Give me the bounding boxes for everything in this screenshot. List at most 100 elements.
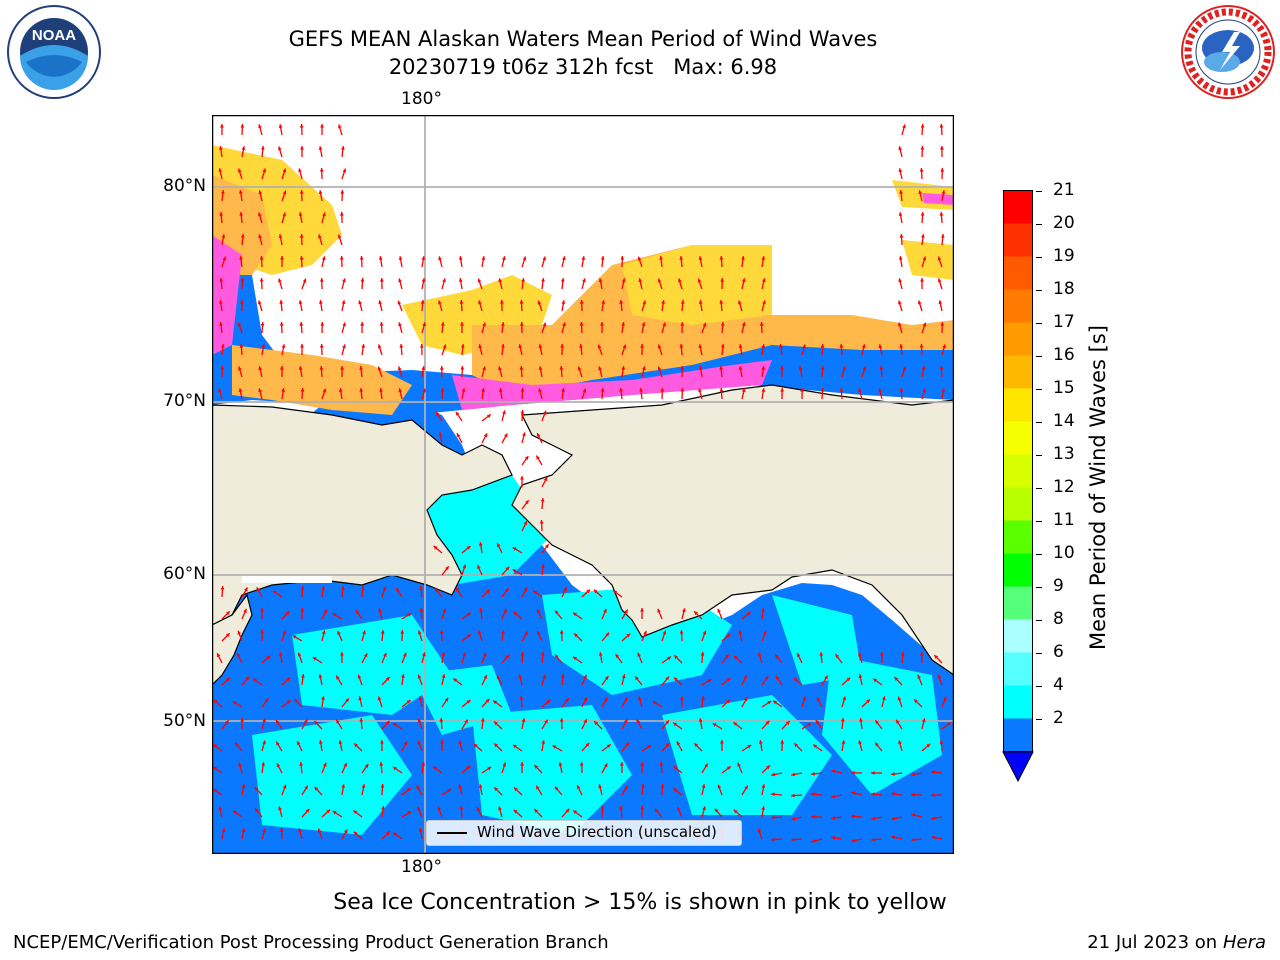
wind-arrow-head — [282, 168, 287, 173]
wind-arrow-head — [320, 322, 325, 326]
wind-arrow-head — [638, 278, 643, 283]
wind-arrow-head — [321, 630, 326, 635]
wind-arrow-head — [737, 762, 741, 767]
wind-arrow-head — [733, 809, 738, 814]
wind-arrow-head — [533, 590, 538, 595]
wind-arrow-head — [494, 721, 498, 726]
wind-arrow-head — [679, 630, 684, 634]
wind-arrow-head — [433, 545, 438, 550]
wind-arrow-head — [902, 124, 906, 129]
wind-arrow-head — [244, 587, 248, 592]
wind-arrow-head — [820, 388, 825, 392]
wind-arrow-head — [939, 740, 944, 744]
wind-arrow-head — [378, 256, 383, 260]
wind-arrow-head — [680, 300, 685, 304]
mask-strip — [242, 575, 332, 583]
colorbar-extend-triangle — [1002, 751, 1034, 783]
wind-arrow-head — [638, 696, 642, 701]
wind-arrow-head — [318, 674, 323, 678]
wind-arrow-head — [540, 498, 545, 502]
wind-arrow-head — [665, 720, 669, 725]
wind-arrow-head — [377, 366, 382, 371]
wind-arrow-head — [353, 831, 358, 836]
wind-arrow-head — [807, 723, 812, 727]
wind-arrow-head — [519, 322, 524, 326]
wind-arrow-head — [597, 344, 602, 349]
wind-arrow-head — [298, 212, 303, 216]
wind-arrow-head — [862, 366, 867, 371]
wind-arrow-head — [341, 586, 345, 590]
wind-arrow-head — [436, 411, 440, 416]
wind-arrow-head — [455, 411, 460, 416]
wind-arrow-head — [537, 609, 541, 614]
wind-arrow-head — [771, 837, 775, 842]
wind-arrow-head — [220, 124, 224, 128]
wind-arrow-head — [793, 677, 798, 682]
wind-arrow-head — [820, 366, 825, 370]
wind-arrow-head — [482, 322, 486, 327]
wind-arrow-head — [485, 698, 490, 703]
wind-arrow-head — [320, 124, 324, 128]
wind-arrow-head — [500, 300, 504, 304]
wind-arrow-head — [278, 124, 283, 128]
wind-arrow-head — [743, 697, 748, 702]
wind-arrow-head — [921, 718, 926, 723]
wind-arrow-head — [733, 655, 738, 660]
wind-arrow-head — [498, 278, 503, 283]
wind-arrow-head — [798, 366, 803, 370]
wind-arrow-head — [407, 811, 412, 815]
wind-arrow-head — [466, 765, 471, 770]
wind-arrow-head — [919, 652, 924, 656]
wind-arrow-head — [541, 740, 546, 744]
wind-arrow-head — [873, 678, 878, 683]
wind-arrow-head — [946, 722, 951, 726]
wind-arrow-head — [380, 784, 385, 788]
colorbar-tick-mark — [1036, 718, 1042, 720]
ocean-cyan-patches — [252, 475, 942, 835]
colorbar-cell — [1003, 289, 1033, 323]
wind-arrow-head — [542, 410, 547, 415]
wind-arrow-head — [422, 322, 426, 327]
footer-org: NCEP/EMC/Verification Post Processing Pr… — [13, 932, 609, 953]
wind-arrow-head — [573, 656, 577, 661]
wind-arrow-head — [785, 721, 790, 725]
wind-arrow-head — [422, 652, 426, 657]
wind-arrow-head — [342, 278, 346, 283]
wind-arrow-head — [543, 477, 548, 482]
wind-arrow-head — [447, 788, 452, 793]
wind-arrow-head — [559, 630, 564, 634]
wind-arrow-head — [420, 300, 425, 304]
wind-arrow-head — [791, 816, 796, 821]
wind-arrow-head — [667, 656, 671, 661]
wind-arrow-head — [462, 564, 467, 569]
wind-arrow-head — [239, 212, 244, 216]
colorbar-tick-label: 13 — [1053, 443, 1075, 464]
wind-arrow-head — [518, 674, 522, 679]
wind-arrow-head — [437, 806, 442, 811]
wind-arrow-head — [235, 742, 239, 747]
wind-arrow-head — [800, 388, 805, 392]
wind-arrow-head — [340, 366, 344, 370]
wind-arrow-head — [456, 587, 460, 592]
wind-arrow-head — [300, 388, 305, 392]
wind-arrow-head — [697, 278, 702, 283]
wind-arrow-head — [640, 806, 645, 810]
wind-arrow-head — [458, 256, 463, 260]
wind-arrow-head — [456, 433, 461, 438]
wind-arrow-head — [919, 168, 924, 172]
wind-arrow-head — [542, 322, 547, 327]
colorbar-cell — [1003, 454, 1033, 488]
wind-arrow-head — [902, 366, 907, 371]
wind-arrow-head — [894, 677, 899, 681]
wind-arrow-head — [791, 793, 795, 798]
wind-arrow-head — [540, 652, 545, 656]
wind-arrow-head — [238, 762, 242, 767]
wind-arrow-head — [639, 388, 643, 392]
wind-arrow-head — [279, 300, 284, 304]
wind-arrow-head — [342, 322, 346, 327]
wind-arrow-head — [674, 677, 678, 682]
wind-arrow-head — [561, 388, 565, 392]
wind-arrow-head — [741, 322, 746, 327]
wind-arrow-head — [501, 344, 505, 348]
wind-arrow-head — [794, 743, 798, 748]
